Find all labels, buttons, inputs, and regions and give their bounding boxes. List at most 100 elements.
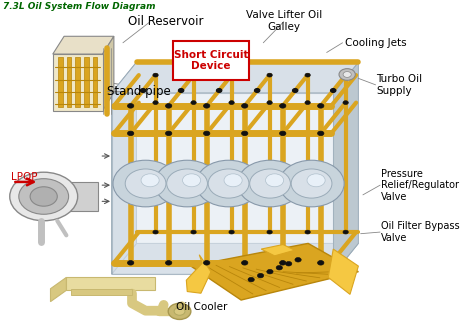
Circle shape (257, 273, 264, 278)
Circle shape (267, 101, 273, 105)
Circle shape (203, 261, 210, 265)
Circle shape (191, 230, 196, 234)
Circle shape (19, 179, 69, 214)
Text: Oil Reservoir: Oil Reservoir (128, 15, 204, 28)
Circle shape (229, 230, 234, 234)
Text: Stand pipe: Stand pipe (107, 85, 171, 98)
Polygon shape (111, 62, 358, 93)
Circle shape (224, 174, 242, 187)
Circle shape (339, 69, 356, 80)
Text: Oil Cooler: Oil Cooler (176, 302, 228, 311)
Circle shape (267, 269, 273, 274)
Text: Cooling Jets: Cooling Jets (345, 38, 406, 48)
Circle shape (10, 172, 78, 221)
Circle shape (125, 169, 166, 198)
Polygon shape (261, 244, 295, 256)
Circle shape (255, 88, 260, 92)
Text: Short Circuit
Device: Short Circuit Device (174, 50, 248, 72)
Text: Oil Filter Bypass
Valve: Oil Filter Bypass Valve (381, 221, 460, 243)
Text: LPOP: LPOP (10, 172, 37, 182)
Polygon shape (111, 243, 358, 274)
Text: Turbo Oil
Supply: Turbo Oil Supply (376, 74, 423, 96)
Circle shape (280, 131, 286, 136)
Polygon shape (191, 243, 358, 300)
Circle shape (343, 230, 348, 234)
Circle shape (242, 131, 248, 136)
Circle shape (141, 174, 159, 187)
Polygon shape (53, 36, 114, 54)
Circle shape (318, 261, 324, 265)
FancyBboxPatch shape (173, 42, 249, 80)
Circle shape (153, 230, 158, 234)
Circle shape (242, 261, 248, 265)
Circle shape (174, 307, 185, 315)
Circle shape (30, 187, 57, 206)
Circle shape (182, 174, 201, 187)
Polygon shape (53, 54, 102, 111)
Polygon shape (84, 57, 89, 108)
Polygon shape (111, 62, 137, 274)
Polygon shape (75, 57, 80, 108)
Circle shape (343, 101, 348, 105)
Circle shape (291, 169, 332, 198)
Circle shape (196, 160, 261, 207)
Circle shape (191, 101, 196, 105)
Circle shape (280, 261, 286, 265)
Circle shape (343, 73, 348, 77)
Circle shape (250, 169, 291, 198)
Polygon shape (66, 277, 155, 290)
Circle shape (265, 174, 283, 187)
Polygon shape (67, 57, 71, 108)
Circle shape (279, 160, 344, 207)
Text: 7.3L Oil System Flow Diagram: 7.3L Oil System Flow Diagram (3, 2, 155, 11)
Polygon shape (51, 277, 66, 302)
Circle shape (203, 104, 210, 108)
Circle shape (267, 73, 273, 77)
Circle shape (217, 88, 222, 92)
Circle shape (191, 73, 196, 77)
Circle shape (208, 169, 249, 198)
Circle shape (140, 88, 146, 92)
Circle shape (165, 131, 172, 136)
Circle shape (203, 131, 210, 136)
Polygon shape (92, 57, 97, 108)
Circle shape (267, 230, 273, 234)
Circle shape (237, 160, 303, 207)
Circle shape (276, 266, 283, 270)
Circle shape (285, 262, 292, 266)
Circle shape (128, 261, 134, 265)
Circle shape (165, 104, 172, 108)
Circle shape (128, 104, 134, 108)
Circle shape (178, 88, 184, 92)
Circle shape (305, 73, 310, 77)
Circle shape (280, 104, 286, 108)
Circle shape (242, 104, 248, 108)
Text: Pressure
Relief/Regulator
Valve: Pressure Relief/Regulator Valve (381, 169, 459, 202)
Circle shape (113, 160, 178, 207)
Circle shape (153, 101, 158, 105)
Circle shape (229, 101, 234, 105)
Polygon shape (111, 93, 334, 274)
Circle shape (167, 169, 208, 198)
Circle shape (168, 303, 191, 319)
Polygon shape (186, 255, 211, 293)
Circle shape (128, 131, 134, 136)
Polygon shape (61, 182, 98, 211)
Circle shape (307, 174, 325, 187)
Circle shape (318, 131, 324, 136)
Circle shape (330, 88, 336, 92)
Polygon shape (102, 36, 114, 111)
Circle shape (305, 101, 310, 105)
Polygon shape (328, 249, 358, 294)
Circle shape (229, 73, 234, 77)
Polygon shape (334, 62, 358, 274)
Circle shape (292, 88, 298, 92)
Circle shape (305, 230, 310, 234)
Text: Valve Lifter Oil
Galley: Valve Lifter Oil Galley (246, 10, 322, 32)
Circle shape (248, 277, 255, 282)
Polygon shape (58, 57, 63, 108)
Circle shape (153, 73, 158, 77)
Polygon shape (71, 289, 132, 295)
Circle shape (318, 104, 324, 108)
Circle shape (155, 160, 219, 207)
